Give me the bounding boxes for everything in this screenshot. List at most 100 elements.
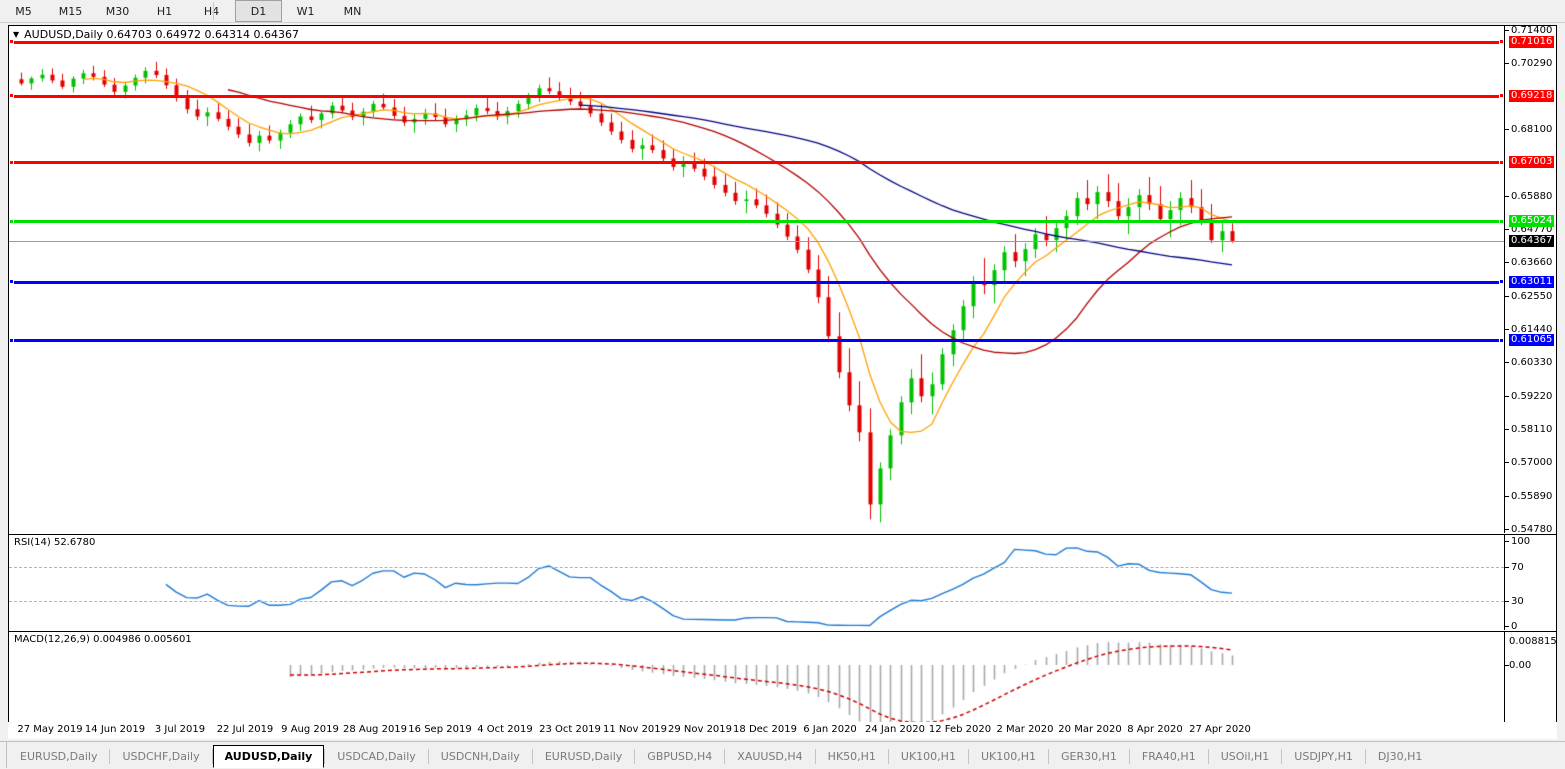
tab-separator bbox=[724, 749, 726, 764]
timeframe-label: D1 bbox=[250, 4, 267, 18]
rsi-pane[interactable]: RSI(14) 52.6780 100 70 30 0 bbox=[9, 534, 1556, 630]
level-line-support-2[interactable] bbox=[9, 337, 1504, 343]
chart-title: ▼ AUDUSD,Daily 0.64703 0.64972 0.64314 0… bbox=[13, 28, 299, 41]
macd-plot-area[interactable] bbox=[9, 632, 1504, 734]
price-axis-tag[interactable]: 0.65024 bbox=[1509, 215, 1555, 228]
level-line-current-price[interactable] bbox=[9, 241, 1504, 243]
price-axis-label: 0.71400 bbox=[1511, 26, 1553, 36]
level-line-resistance-1[interactable] bbox=[9, 39, 1504, 45]
level-anchor-handle[interactable] bbox=[9, 279, 14, 285]
chart-tab-uk100-h1[interactable]: UK100,H1 bbox=[969, 745, 1048, 768]
chart-tab-label: DJ30,H1 bbox=[1377, 750, 1423, 763]
tab-separator bbox=[1207, 749, 1209, 764]
tab-separator bbox=[324, 749, 326, 764]
price-axis-label: 0.55890 bbox=[1511, 490, 1553, 502]
chart-tab-hk50-h1[interactable]: HK50,H1 bbox=[816, 745, 888, 768]
macd-axis-label: 0.008815 bbox=[1509, 636, 1556, 647]
chart-collapse-arrow-icon[interactable]: ▼ bbox=[13, 29, 20, 39]
price-axis-label: 0.63660 bbox=[1511, 257, 1553, 269]
chart-tab-label: XAUUSD,H4 bbox=[737, 750, 803, 763]
price-axis-tag[interactable]: 0.63011 bbox=[1509, 275, 1555, 288]
rsi-plot-area[interactable] bbox=[9, 535, 1504, 630]
price-plot-area[interactable] bbox=[9, 26, 1504, 533]
level-anchor-handle[interactable] bbox=[9, 218, 14, 224]
chart-tab-gbpusd-h4[interactable]: GBPUSD,H4 bbox=[635, 745, 724, 768]
chart-tab-xauusd-h4[interactable]: XAUUSD,H4 bbox=[725, 745, 814, 768]
price-tick bbox=[1505, 529, 1509, 530]
date-axis-label: 27 May 2019 bbox=[17, 724, 83, 735]
chart-tab-fra40-h1[interactable]: FRA40,H1 bbox=[1130, 745, 1208, 768]
chart-tab-label: USDCNH,Daily bbox=[440, 750, 520, 763]
price-axis-label: 0.65880 bbox=[1511, 190, 1553, 202]
price-axis-tag[interactable]: 0.67003 bbox=[1509, 156, 1555, 169]
price-axis-label: 0.61440 bbox=[1511, 324, 1553, 336]
price-axis-tag[interactable]: 0.71016 bbox=[1509, 35, 1555, 48]
level-anchor-handle[interactable] bbox=[9, 93, 14, 98]
candlestick-canvas[interactable] bbox=[9, 26, 1504, 533]
price-axis-tag[interactable]: 0.69218 bbox=[1509, 89, 1555, 102]
timeframe-button-w1[interactable]: W1 bbox=[282, 0, 329, 22]
tab-separator bbox=[1128, 749, 1130, 764]
level-line-resistance-2[interactable] bbox=[9, 93, 1504, 98]
date-axis-label: 11 Nov 2019 bbox=[602, 724, 668, 735]
chart-tab-label: USDCHF,Daily bbox=[122, 750, 200, 763]
level-anchor-handle[interactable] bbox=[9, 337, 14, 343]
chart-tabs: EURUSD,Daily USDCHF,Daily AUDUSD,Daily USDC… bbox=[8, 745, 1434, 768]
chart-tab-usoil-h1[interactable]: USOil,H1 bbox=[1209, 745, 1282, 768]
date-axis-label: 24 Jan 2020 bbox=[865, 724, 925, 735]
chart-tab-uk100-h1[interactable]: UK100,H1 bbox=[889, 745, 968, 768]
price-pane[interactable]: ▼ AUDUSD,Daily 0.64703 0.64972 0.64314 0… bbox=[9, 26, 1556, 533]
chart-tab-usdjpy-h1[interactable]: USDJPY,H1 bbox=[1282, 745, 1365, 768]
chart-tab-usdchf-daily[interactable]: USDCHF,Daily bbox=[110, 745, 211, 768]
level-anchor-handle[interactable] bbox=[1499, 39, 1504, 45]
timeframe-button-m5[interactable]: M5 bbox=[0, 0, 47, 22]
timeframe-button-m15[interactable]: M15 bbox=[47, 0, 94, 22]
chart-tab-dj30-h1[interactable]: DJ30,H1 bbox=[1366, 745, 1434, 768]
price-axis-tag[interactable]: 0.61065 bbox=[1509, 334, 1555, 347]
chart-tab-eurusd-daily[interactable]: EURUSD,Daily bbox=[533, 745, 634, 768]
rsi-threshold-line bbox=[9, 566, 1504, 568]
date-axis-label: 18 Dec 2019 bbox=[733, 724, 797, 735]
price-axis[interactable]: 0.71400 0.70290 0.68100 0.65880 0.64770 0.636… bbox=[1504, 26, 1556, 533]
timeframe-button-h1[interactable]: H1 bbox=[141, 0, 188, 22]
level-anchor-handle[interactable] bbox=[1499, 159, 1504, 165]
timeframe-button-d1[interactable]: D1 bbox=[235, 0, 282, 22]
chart-tab-label: HK50,H1 bbox=[827, 750, 876, 763]
chart-tab-label: USOil,H1 bbox=[1220, 750, 1270, 763]
level-line-support-1[interactable] bbox=[9, 279, 1504, 285]
level-anchor-handle[interactable] bbox=[1499, 337, 1504, 343]
chart-tab-label: GBPUSD,H4 bbox=[647, 750, 713, 763]
chart-tab-eurusd-daily[interactable]: EURUSD,Daily bbox=[8, 745, 109, 768]
tab-separator bbox=[967, 749, 969, 764]
price-axis-tag[interactable]: 0.64367 bbox=[1509, 235, 1555, 248]
chart-tab-audusd-daily[interactable]: AUDUSD,Daily bbox=[212, 745, 325, 768]
chart-frame[interactable]: ▼ AUDUSD,Daily 0.64703 0.64972 0.64314 0… bbox=[8, 25, 1557, 735]
date-axis-label: 12 Feb 2020 bbox=[928, 724, 992, 735]
rsi-tick bbox=[1505, 600, 1509, 602]
chart-tab-label: UK100,H1 bbox=[980, 750, 1036, 763]
level-anchor-handle[interactable] bbox=[9, 39, 14, 45]
tab-separator bbox=[887, 749, 889, 764]
macd-tick bbox=[1505, 665, 1509, 667]
date-axis[interactable]: 27 May 2019 14 Jun 2019 3 Jul 2019 22 Jul 2… bbox=[8, 722, 1557, 739]
chart-tab-ger30-h1[interactable]: GER30,H1 bbox=[1049, 745, 1129, 768]
date-axis-label: 20 Mar 2020 bbox=[1058, 724, 1122, 735]
price-axis-label: 0.58110 bbox=[1511, 424, 1553, 436]
timeframe-button-h4[interactable]: H4 bbox=[188, 0, 235, 22]
chart-tab-usdcnh-daily[interactable]: USDCNH,Daily bbox=[429, 745, 532, 768]
toolbar-separator bbox=[213, 2, 214, 20]
level-line-pivot-1[interactable] bbox=[9, 218, 1504, 224]
chart-tab-usdcad-daily[interactable]: USDCAD,Daily bbox=[325, 745, 428, 768]
level-line-resistance-3[interactable] bbox=[9, 159, 1504, 165]
date-axis-label: 14 Jun 2019 bbox=[84, 724, 146, 735]
price-tick bbox=[1505, 295, 1509, 297]
macd-pane[interactable]: MACD(12,26,9) 0.004986 0.005601 0.008815… bbox=[9, 631, 1556, 734]
level-anchor-handle[interactable] bbox=[1499, 218, 1504, 224]
level-anchor-handle[interactable] bbox=[1499, 279, 1504, 285]
level-anchor-handle[interactable] bbox=[9, 159, 14, 165]
timeframe-button-mn[interactable]: MN bbox=[329, 0, 376, 22]
price-tick bbox=[1505, 429, 1509, 431]
timeframe-button-m30[interactable]: M30 bbox=[94, 0, 141, 22]
level-anchor-handle[interactable] bbox=[1499, 93, 1504, 98]
